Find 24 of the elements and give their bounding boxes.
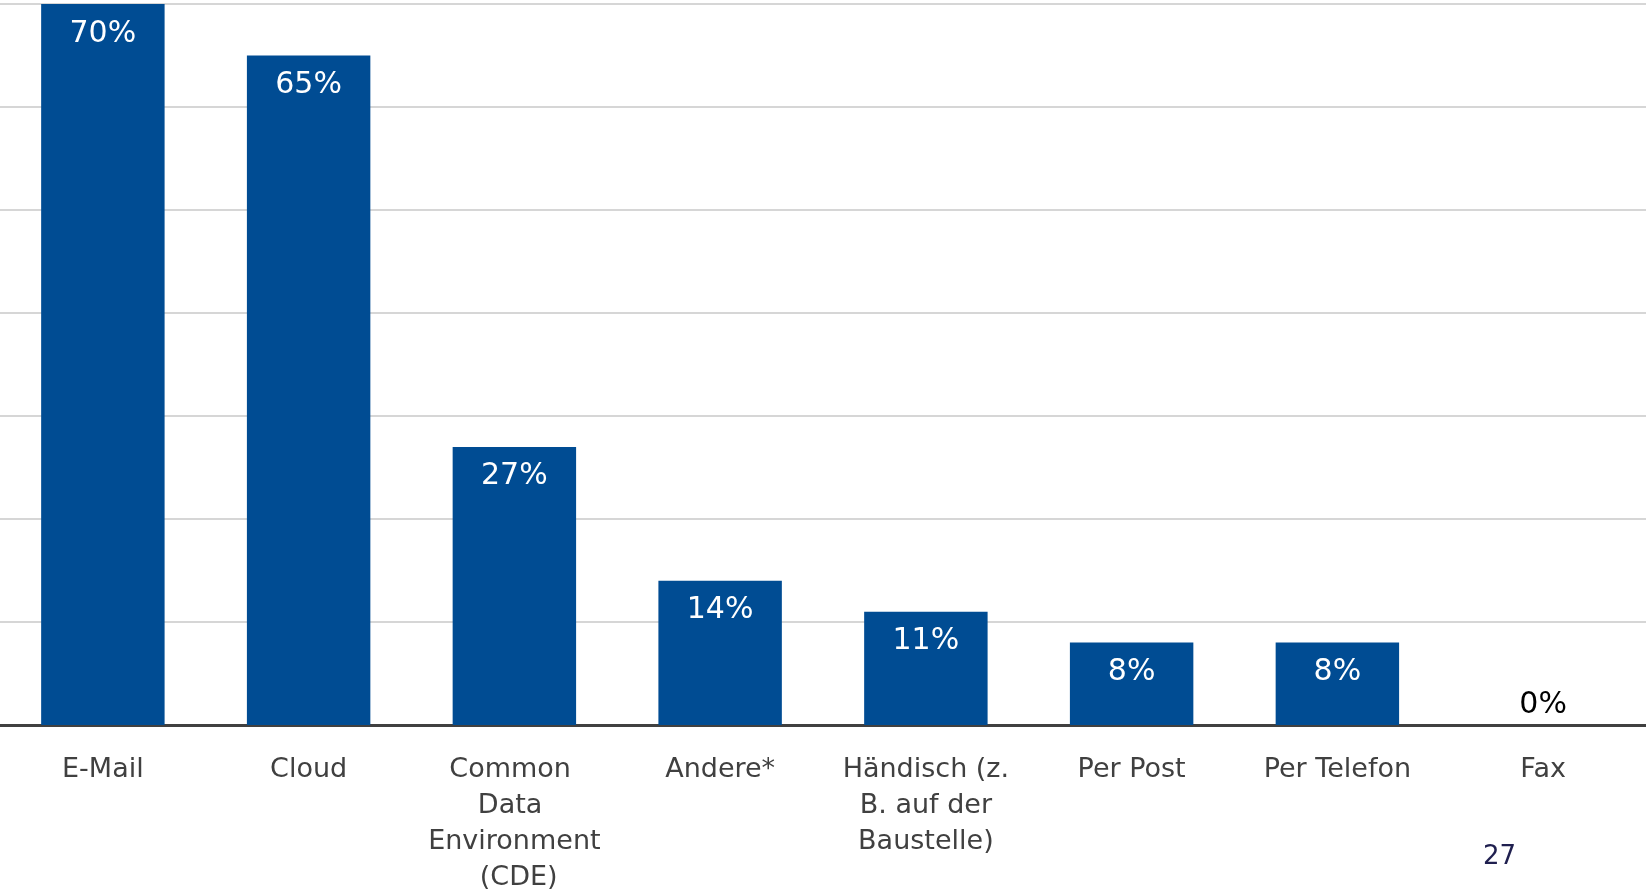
x-tick-label: Per Telefon: [1263, 751, 1412, 783]
x-tick-label: Fax: [1520, 751, 1566, 783]
data-label: 65%: [275, 65, 342, 100]
bar: [1069, 642, 1194, 725]
x-tick-label: Händisch (z. B. auf der Baustelle): [842, 751, 1010, 855]
x-tick-label: E-Mail: [62, 751, 144, 783]
text: 27: [1482, 840, 1517, 870]
data-label: 70%: [69, 13, 137, 49]
data-label: 11%: [892, 621, 960, 657]
bar: [658, 580, 782, 725]
x-tick-label: Andere*: [665, 751, 776, 783]
data-label: 8%: [1107, 652, 1156, 688]
bar: [864, 611, 988, 725]
bar: [41, 4, 165, 725]
data-label: 14%: [686, 590, 754, 626]
x-tick-label: Per Post: [1077, 751, 1186, 783]
bar: [452, 446, 577, 725]
x-tick-label: Cloud: [270, 751, 348, 783]
bar: [246, 55, 371, 725]
data-label: 8%: [1313, 652, 1362, 688]
x-tick-label: Common Data Environment (CDE): [428, 751, 601, 891]
bar: [1275, 642, 1400, 725]
data-label: 27%: [481, 456, 548, 492]
data-label: 0%: [1519, 684, 1567, 720]
